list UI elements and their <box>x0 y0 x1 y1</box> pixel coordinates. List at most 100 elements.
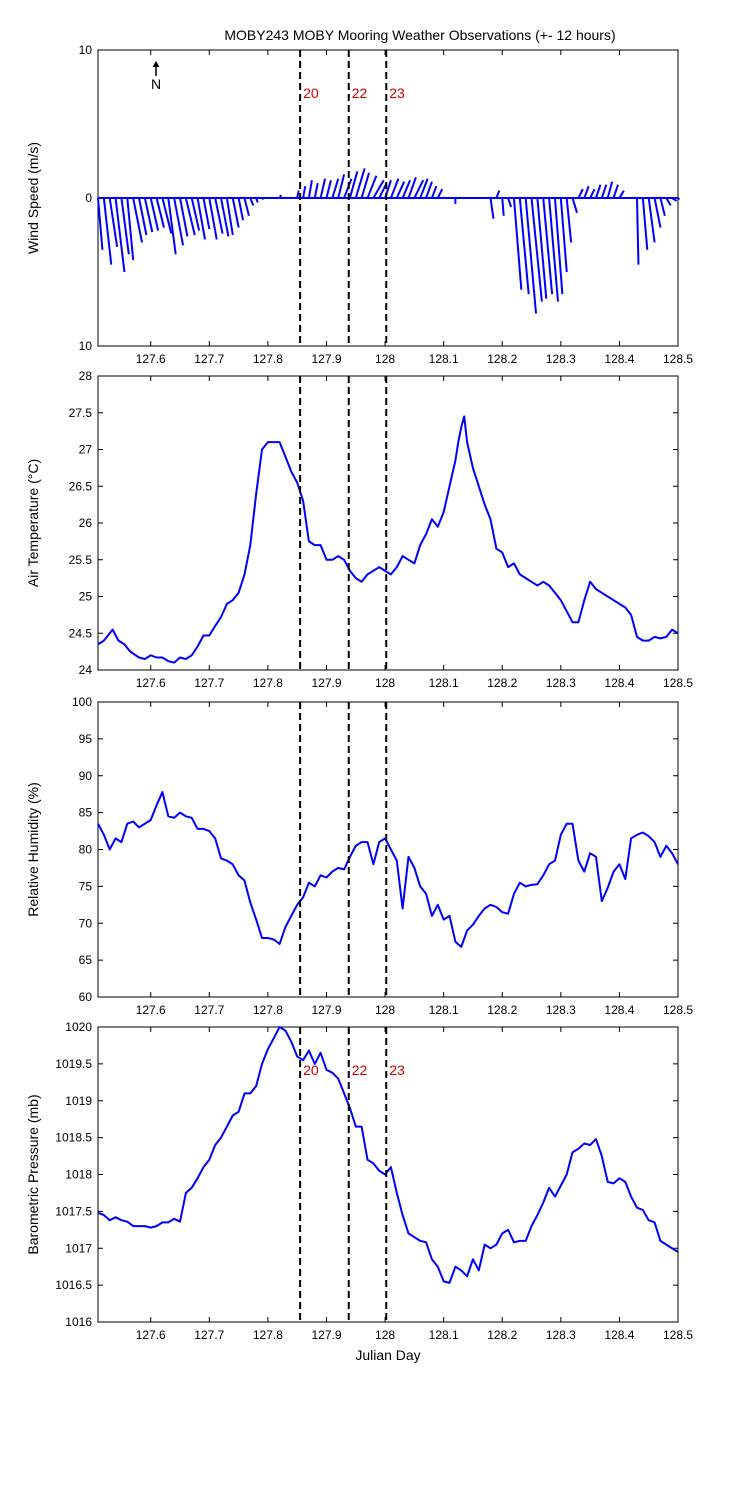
wind-vector <box>677 197 681 201</box>
wind-vector <box>132 197 144 243</box>
wind-vector <box>331 178 340 199</box>
wind-vector <box>184 197 196 236</box>
y-tick-label: 65 <box>79 953 93 967</box>
north-arrow-label: N <box>151 76 161 92</box>
x-tick-label: 128.5 <box>663 1003 693 1017</box>
wind-vector <box>120 197 130 255</box>
x-tick-label: 128.4 <box>604 1003 634 1017</box>
wind-vector <box>302 185 307 199</box>
wind-vector <box>202 197 211 230</box>
wind-vector <box>319 178 327 199</box>
wind-vector <box>583 185 590 199</box>
x-tick-label: 128.4 <box>604 676 634 690</box>
wind-vector <box>536 197 548 299</box>
wind-vector <box>659 197 666 217</box>
wind-vector <box>149 197 160 231</box>
x-tick-label: 127.8 <box>253 676 283 690</box>
wind-vector <box>589 188 596 199</box>
y-tick-label: 70 <box>79 916 93 930</box>
data-series-line <box>97 1026 679 1284</box>
wind-vector <box>665 197 672 206</box>
x-tick-label: 128.5 <box>663 352 693 366</box>
wind-vector <box>618 190 625 199</box>
wind-vector <box>571 197 578 214</box>
wind-vector <box>225 197 234 236</box>
wind-vector <box>413 179 425 199</box>
y-tick-label: 26.5 <box>69 479 93 493</box>
wind-vector <box>431 185 438 199</box>
wind-vector <box>389 178 400 199</box>
wind-vector <box>190 197 201 231</box>
wind-vector <box>553 197 564 295</box>
wind-vector <box>565 197 573 243</box>
y-axis-label: Wind Speed (m/s) <box>25 142 41 254</box>
x-tick-label: 128.4 <box>604 1328 634 1342</box>
wind-vector <box>442 196 446 199</box>
wind-vector <box>284 196 287 199</box>
x-tick-label: 128.2 <box>487 676 517 690</box>
x-tick-label: 128.1 <box>429 1003 459 1017</box>
wind-vector <box>249 197 255 206</box>
wind-vector <box>436 188 444 199</box>
event-marker-label: 22 <box>352 1062 368 1078</box>
wind-vector <box>606 181 614 199</box>
wind-vector <box>296 190 300 199</box>
y-tick-label: 1019 <box>65 1094 92 1108</box>
x-tick-label: 128.5 <box>663 676 693 690</box>
y-tick-label: 80 <box>79 843 93 857</box>
wind-vector <box>214 197 224 234</box>
wind-vector <box>507 197 513 208</box>
x-tick-label: 128.3 <box>546 676 576 690</box>
y-tick-label: 1018 <box>65 1168 92 1182</box>
x-tick-label: 128.2 <box>487 352 517 366</box>
y-tick-label: 1020 <box>65 1020 92 1034</box>
wind-vector <box>161 197 173 234</box>
wind-vector <box>395 181 406 199</box>
wind-vector <box>495 190 501 199</box>
y-tick-label: 1018.5 <box>55 1131 92 1145</box>
wind-vector <box>313 183 319 199</box>
wind-vector <box>366 175 378 199</box>
air-temperature-panel: 24 24.5 25 25.5 26 26.5 27 27.5 28 127.6 127.7 127.… <box>25 369 693 690</box>
wind-vector <box>126 197 135 261</box>
y-tick-label: 24 <box>79 663 93 677</box>
data-series-line <box>97 415 679 664</box>
wind-vector <box>501 197 505 216</box>
y-tick-label: 85 <box>79 806 93 820</box>
y-tick-label: 1016.5 <box>55 1278 92 1292</box>
wind-vector <box>155 197 165 228</box>
wind-vector <box>173 197 185 246</box>
wind-vector <box>255 197 259 203</box>
x-tick-label: 128.3 <box>546 1003 576 1017</box>
wind-vector <box>278 194 282 199</box>
x-tick-label: 128.1 <box>429 1328 459 1342</box>
wind-vector <box>360 172 370 199</box>
x-tick-label: 127.7 <box>194 1003 224 1017</box>
wind-vector <box>348 171 359 199</box>
x-tick-label: 128 <box>375 676 395 690</box>
wind-vector <box>489 197 495 219</box>
x-tick-label: 127.6 <box>136 1328 166 1342</box>
x-tick-label: 128.3 <box>546 1328 576 1342</box>
wind-vector <box>600 184 608 199</box>
relative-humidity-panel: 60 65 70 75 80 85 90 95 100 127.6 127.7 127.8 127.9 1… <box>25 695 693 1017</box>
wind-vector <box>138 197 148 236</box>
y-tick-label: 95 <box>79 732 93 746</box>
barometric-pressure-panel: 1016 1016.5 1017 1017.5 1018 1018.5 1019 1019.5… <box>25 1020 693 1363</box>
x-tick-label: 127.9 <box>311 1328 341 1342</box>
x-tick-label: 128.3 <box>546 352 576 366</box>
wind-vector <box>577 188 584 199</box>
wind-vector <box>243 197 250 217</box>
wind-speed-panel: 10 0 10 127.6 127.7 127.8 127.9 128 128.1 128.2 12… <box>25 43 693 366</box>
y-tick-label: 1016 <box>65 1315 92 1329</box>
wind-vector <box>559 197 568 273</box>
wind-vector <box>337 174 346 199</box>
x-tick-label: 128.2 <box>487 1328 517 1342</box>
wind-vector <box>231 197 240 228</box>
x-tick-label: 127.8 <box>253 1003 283 1017</box>
wind-vector <box>143 197 154 233</box>
y-tick-label: 27 <box>79 443 93 457</box>
y-tick-label: 26 <box>79 516 93 530</box>
wind-vector <box>512 197 523 290</box>
